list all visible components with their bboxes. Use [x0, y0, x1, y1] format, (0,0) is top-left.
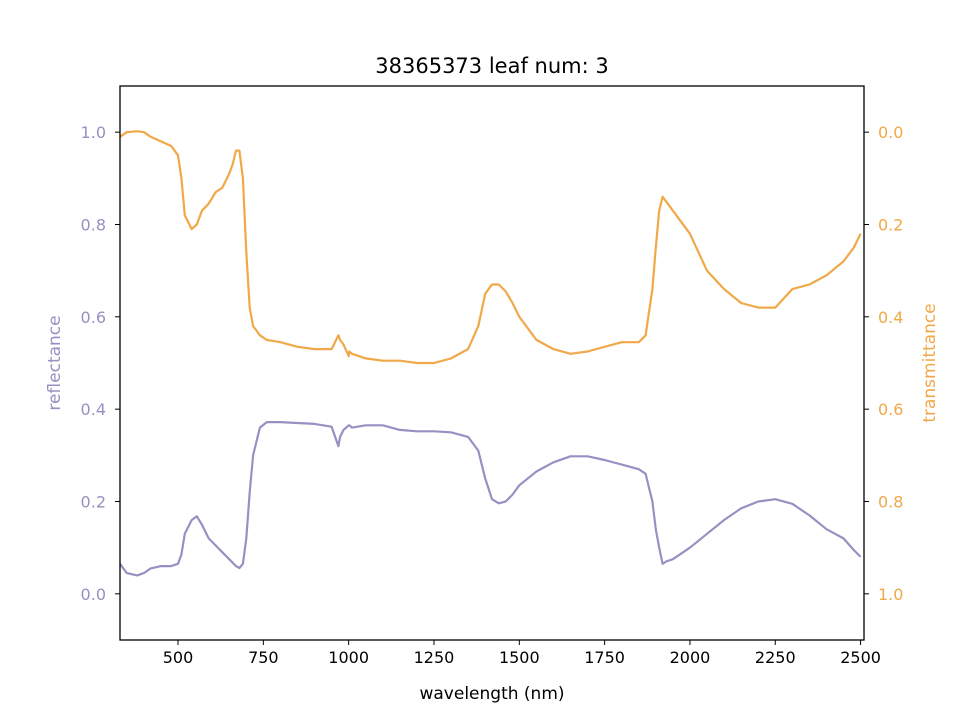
reflectance-tick-label: 0.2: [81, 493, 106, 512]
plot-frame: [119, 85, 865, 641]
x-tick-label: 750: [248, 648, 279, 667]
reflectance-line: [119, 421, 862, 577]
transmittance-tick-label: 0.6: [878, 400, 903, 419]
reflectance-tick-label: 0.4: [81, 400, 106, 419]
reflectance-tick-label: 0.0: [81, 585, 106, 604]
reflectance-tick-label: 0.6: [81, 308, 106, 327]
reflectance-axis-label: reflectance: [45, 315, 65, 410]
x-axis-label: wavelength (nm): [419, 684, 564, 704]
transmittance-tick-label: 0.8: [878, 493, 903, 512]
x-tick-label: 1250: [414, 648, 455, 667]
x-tick-label: 1000: [328, 648, 369, 667]
x-axis-ticks: 500 750 1000 1250 1500 1750 2000 2250 2500: [163, 640, 881, 667]
x-tick-label: 2000: [670, 648, 711, 667]
reflectance-tick-label: 0.8: [81, 216, 106, 235]
transmittance-tick-label: 0.2: [878, 216, 903, 235]
transmittance-tick-label: 0.4: [878, 308, 903, 327]
plot-lines: [119, 130, 862, 577]
reflectance-tick-label: 1.0: [81, 123, 106, 142]
reflectance-axis-ticks: 0.0 0.2 0.4 0.6 0.8 1.0: [81, 123, 120, 604]
x-tick-label: 1750: [584, 648, 625, 667]
transmittance-line: [119, 130, 862, 365]
transmittance-axis-ticks: 0.0 0.2 0.4 0.6 0.8 1.0: [864, 123, 903, 604]
transmittance-tick-label: 1.0: [878, 585, 903, 604]
x-tick-label: 500: [163, 648, 194, 667]
x-tick-label: 2500: [840, 648, 881, 667]
x-tick-label: 2250: [755, 648, 796, 667]
chart-title: 38365373 leaf num: 3: [375, 54, 608, 78]
transmittance-axis-label: transmittance: [920, 303, 940, 422]
x-tick-label: 1500: [499, 648, 540, 667]
transmittance-tick-label: 0.0: [878, 123, 903, 142]
